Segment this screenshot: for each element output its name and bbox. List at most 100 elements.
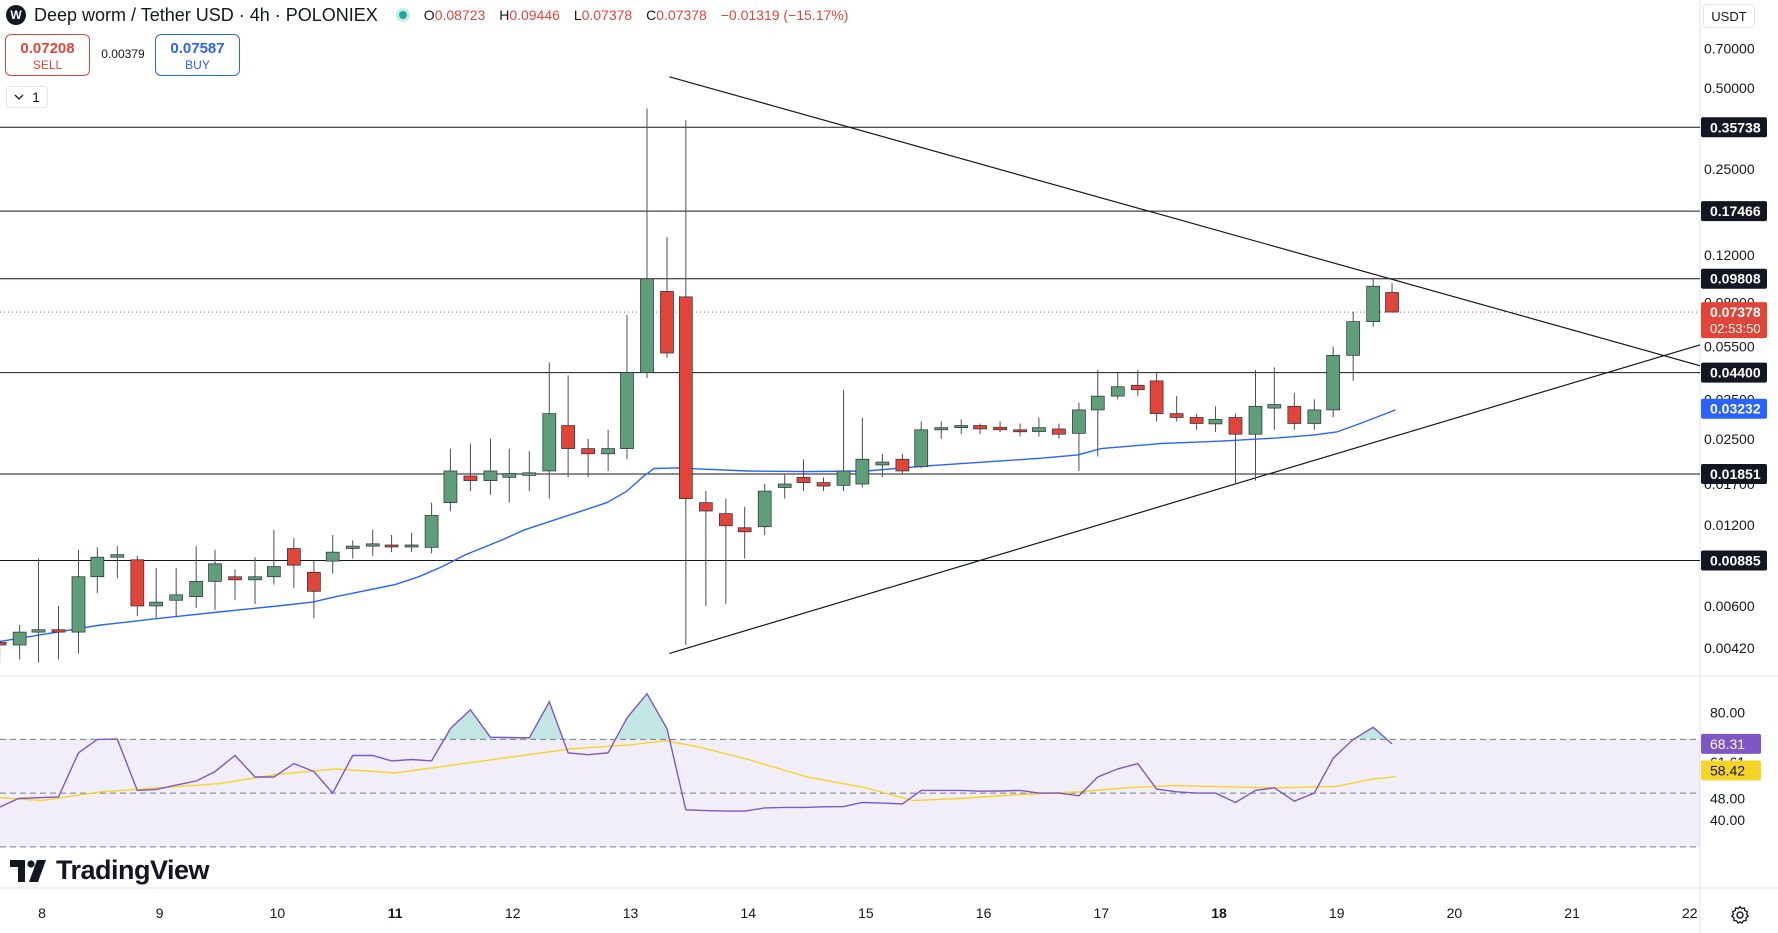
candle-body: [502, 473, 517, 478]
candle-body: [1130, 384, 1145, 391]
ohlc-low-label: L: [573, 7, 582, 23]
level-price-label-bg: [1701, 464, 1767, 485]
candle-body: [698, 502, 713, 512]
bar-countdown-label: 02:53:50: [1710, 321, 1761, 336]
ohlc-open-label: O: [423, 7, 435, 23]
candle-down: [1149, 372, 1164, 422]
level-price-label-bg: [1701, 550, 1767, 571]
candle-up: [404, 532, 419, 553]
candle-body: [149, 601, 164, 607]
candle-up: [836, 389, 851, 492]
candle-up: [1307, 399, 1322, 430]
candle-up: [757, 483, 772, 535]
time-axis-tick: 16: [976, 905, 992, 921]
candle-down: [1130, 369, 1145, 397]
candle-up: [601, 429, 615, 471]
candle-up: [443, 448, 458, 511]
candle-up: [954, 419, 969, 435]
level-price-label: 0.04400: [1710, 365, 1761, 381]
candle-up: [777, 474, 792, 499]
candle-body: [816, 482, 831, 487]
candle-up: [90, 547, 105, 594]
candle-body: [189, 581, 204, 597]
candle-up: [542, 362, 557, 499]
candle-body: [0, 641, 7, 646]
price-axis-tick: 0.50000: [1704, 80, 1755, 96]
candle-down: [228, 569, 242, 601]
candle-down: [1013, 423, 1027, 437]
candle-down: [1385, 283, 1399, 313]
time-axis-tick: 10: [270, 905, 286, 921]
ohlc-open-value: 0.08723: [434, 7, 486, 23]
rsi-pane: [0, 692, 1700, 848]
tradingview-logo-icon: [10, 859, 46, 882]
candle-down: [678, 120, 693, 645]
level-price-label-bg: [1701, 362, 1767, 383]
symbol-title[interactable]: Deep worm / Tether USD · 4h · POLONIEX: [34, 4, 378, 25]
candle-body: [31, 629, 46, 633]
rsi-value-label-bg: [1701, 733, 1761, 754]
price-axis-tick: 0.02500: [1704, 431, 1755, 447]
price-axis-tick: 0.12000: [1704, 247, 1755, 263]
level-price-label: 0.00885: [1710, 552, 1761, 568]
currency-selector[interactable]: USDT: [1703, 4, 1755, 28]
time-axis-tick: 14: [740, 905, 756, 921]
candle-down: [581, 438, 595, 478]
price-axis-tick: 0.70000: [1704, 41, 1755, 57]
ma-price-label: 0.03232: [1710, 401, 1761, 417]
symbol-logo[interactable]: W: [6, 5, 26, 25]
candle-down: [0, 639, 7, 663]
candle-body: [1385, 292, 1399, 313]
candle-body: [1090, 395, 1105, 411]
rsi-ma-value-label: 58.42: [1710, 762, 1745, 778]
candle-up: [12, 625, 27, 660]
candle-down: [1287, 392, 1302, 430]
candle-down: [384, 534, 399, 553]
candle-body: [169, 594, 184, 601]
last-price-label-bg: [1701, 302, 1767, 339]
candle-up: [620, 314, 634, 460]
time-axis-tick: 20: [1447, 905, 1463, 921]
candle-down: [307, 561, 321, 619]
ohlc-close-label: C: [646, 7, 657, 23]
candle-up: [875, 453, 890, 478]
candle-up: [208, 549, 222, 610]
buy-button[interactable]: 0.07587 BUY: [155, 34, 240, 76]
candle-body: [267, 566, 281, 578]
candle-up: [1090, 369, 1105, 457]
buy-label: BUY: [185, 58, 210, 72]
candle-up: [267, 529, 281, 585]
candle-up: [1326, 346, 1341, 418]
candle-up: [1208, 406, 1223, 432]
last-price-label: 0.07378: [1710, 304, 1761, 320]
rsi-ma-value-label-bg: [1701, 760, 1761, 781]
candle-up: [1366, 277, 1381, 327]
settings-button[interactable]: [1728, 903, 1752, 927]
candle-body: [1346, 321, 1361, 356]
candle-down: [561, 375, 575, 478]
candle-body: [384, 544, 399, 548]
candle-up: [855, 417, 870, 488]
candle-body: [365, 543, 380, 547]
candle-down: [1169, 396, 1184, 422]
candle-body: [777, 483, 792, 488]
market-status-dot[interactable]: [395, 8, 410, 22]
candle-body: [1169, 413, 1184, 418]
time-axis-tick: 12: [505, 905, 521, 921]
candle-down: [1052, 423, 1066, 439]
candle-body: [1052, 428, 1066, 435]
sell-button[interactable]: 0.07208 SELL: [5, 34, 90, 76]
tradingview-logo[interactable]: TradingView: [10, 855, 210, 886]
candle-body: [1267, 404, 1282, 409]
candle-up: [483, 438, 498, 495]
interval-dropdown[interactable]: 1: [6, 86, 48, 108]
level-price-label: 0.35738: [1710, 119, 1761, 135]
candle-body: [601, 448, 615, 455]
spread-value: 0.00379: [101, 47, 145, 61]
candle-body: [1032, 427, 1046, 432]
price-pane: [0, 76, 1700, 663]
candle-down: [718, 498, 733, 605]
time-axis-tick: 11: [388, 905, 403, 921]
rsi-axis-tick: 40.00: [1710, 812, 1745, 828]
